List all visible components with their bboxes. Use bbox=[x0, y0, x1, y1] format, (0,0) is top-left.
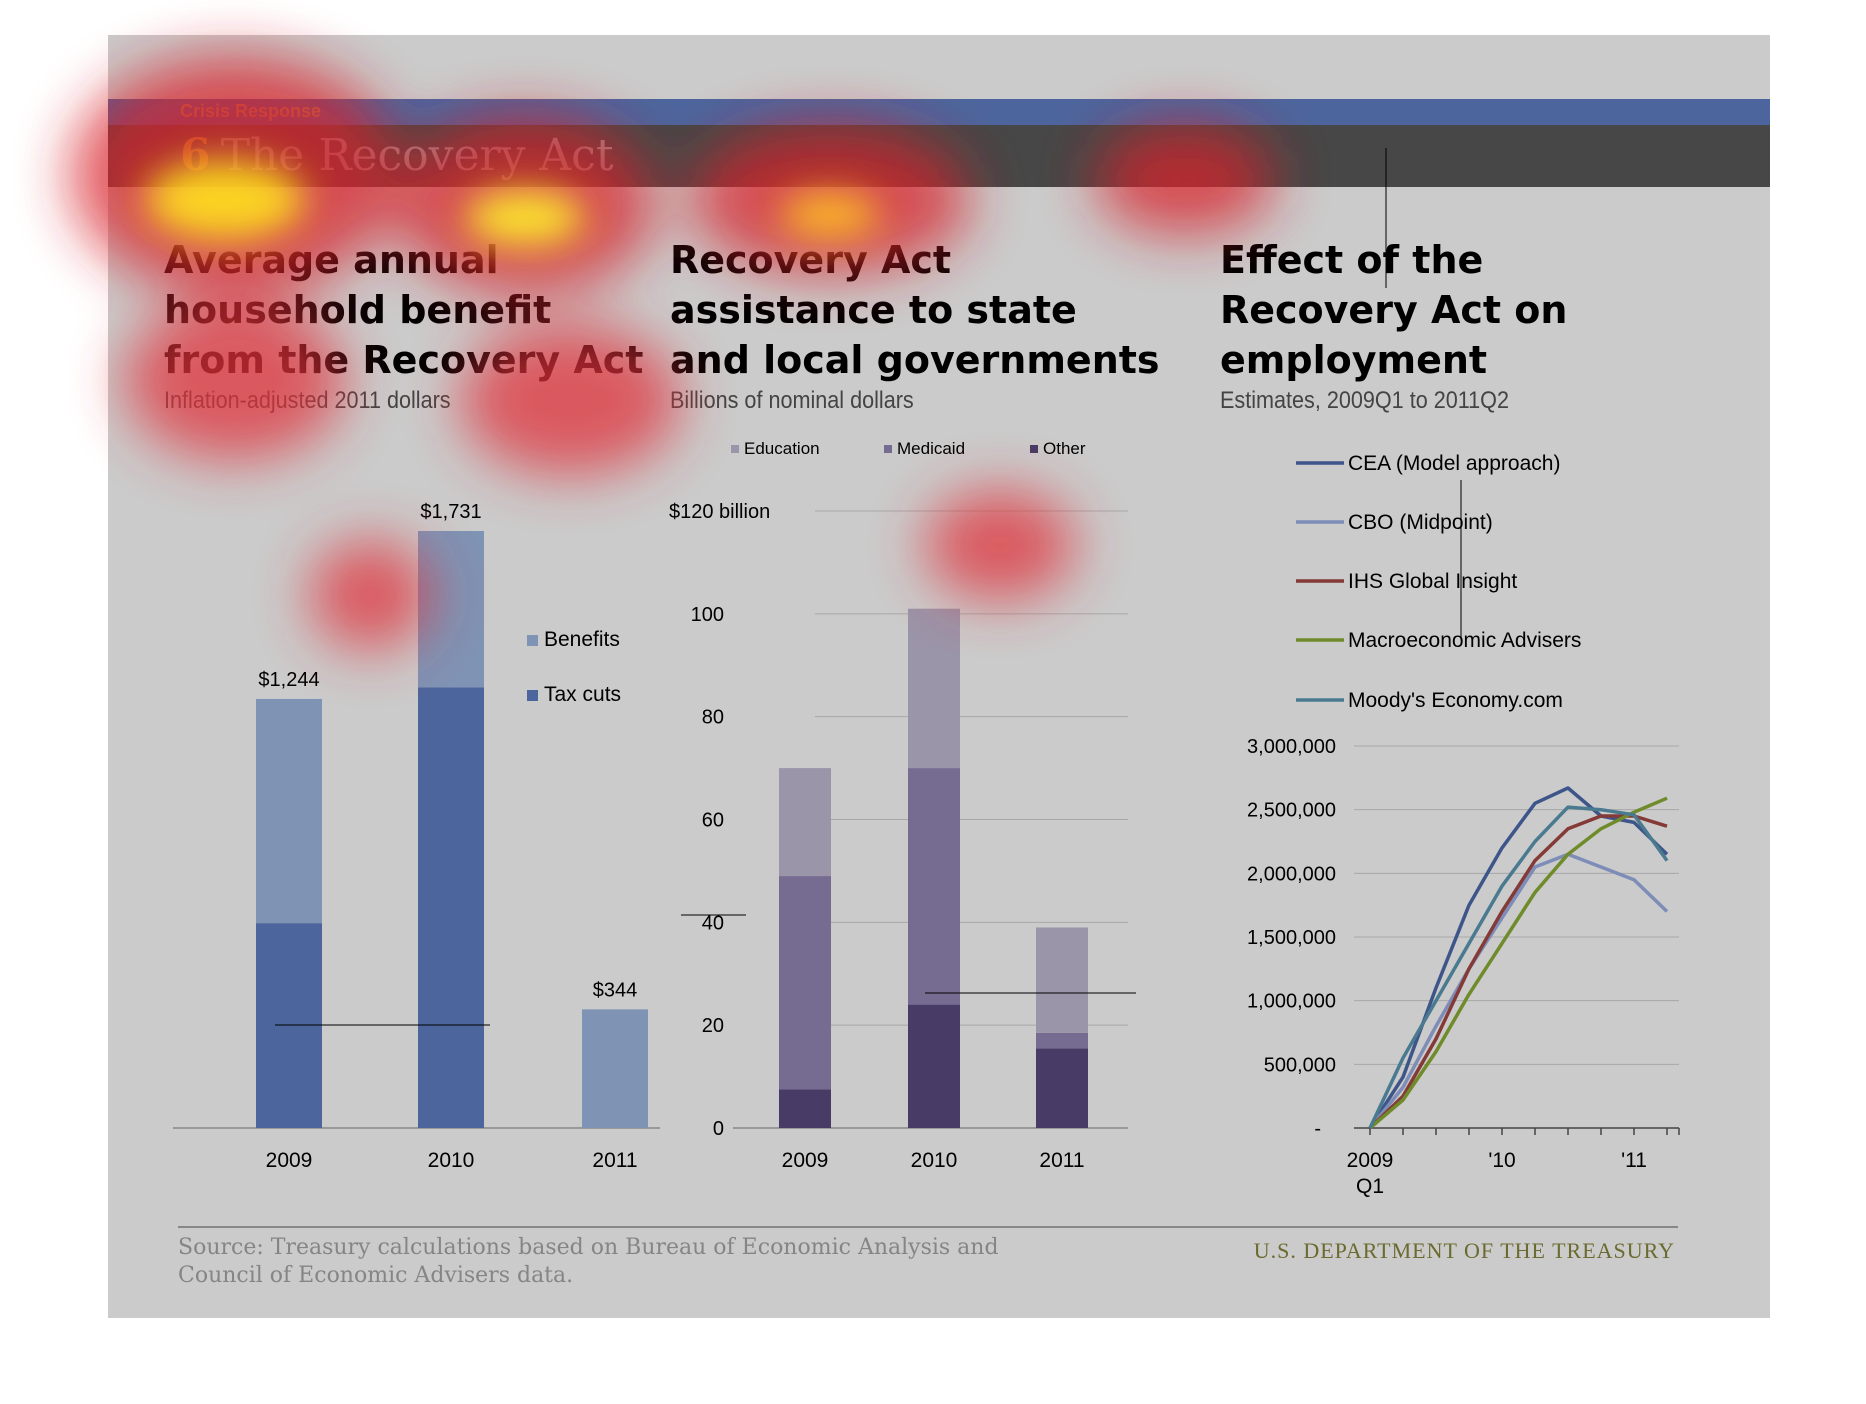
chart1-data-label: $344 bbox=[593, 979, 638, 1001]
chart2-y-tick-label: $120 billion bbox=[669, 501, 770, 523]
chart1-bar-tax-cuts bbox=[418, 687, 484, 1128]
chart2-legend-swatch bbox=[884, 445, 892, 453]
chart1-x-tick-label: 2010 bbox=[428, 1149, 475, 1172]
footer-rule bbox=[178, 1226, 1678, 1228]
chart2-x-tick-label: 2010 bbox=[911, 1149, 958, 1172]
panel-2-subtitle: Billions of nominal dollars bbox=[670, 387, 914, 414]
panel-2-title-line: and local governments bbox=[670, 338, 1160, 382]
chart3-legend-label: Macroeconomic Advisers bbox=[1348, 629, 1581, 652]
panel-3-title-line: employment bbox=[1220, 338, 1488, 382]
chart2-bar-other bbox=[779, 1089, 831, 1128]
charts-canvas: $1,244 2009 $1,731 2010 $344 2011 Benefits Tax … bbox=[173, 148, 1680, 1198]
chart3-y-tick-label: - bbox=[1314, 1118, 1321, 1140]
chart2-bar-education bbox=[1036, 927, 1088, 1033]
chart3-legend-label: Moody's Economy.com bbox=[1348, 689, 1563, 712]
chart3-series-line bbox=[1368, 814, 1668, 1130]
chart2-y-tick-label: 80 bbox=[702, 707, 724, 729]
chart2-bar-medicaid bbox=[1036, 1032, 1088, 1049]
chart3-series-line bbox=[1368, 805, 1669, 1129]
chart3-x-tick-label: 2009 bbox=[1347, 1149, 1394, 1172]
chart2-bar-medicaid bbox=[779, 876, 831, 1090]
chart2-y-tick-label: 60 bbox=[702, 810, 724, 832]
chart2-bar-medicaid bbox=[908, 768, 960, 1005]
chart1-bar-benefits bbox=[418, 531, 484, 688]
chart2-bar-education bbox=[779, 768, 831, 877]
chart2-y-tick-label: 40 bbox=[702, 912, 724, 934]
chart3-series-line bbox=[1368, 796, 1668, 1130]
chart1-legend-label: Benefits bbox=[544, 628, 620, 651]
panel-3-title: Effect of the Recovery Act on employment bbox=[1220, 235, 1567, 385]
panel-3-subtitle: Estimates, 2009Q1 to 2011Q2 bbox=[1220, 387, 1509, 414]
chart1-data-label: $1,244 bbox=[258, 669, 319, 691]
chart2-legend-label: Education bbox=[744, 439, 820, 458]
chart3-series-line bbox=[1368, 852, 1669, 1130]
chart2-bar-education bbox=[908, 608, 960, 769]
chart2-legend-swatch bbox=[1030, 445, 1038, 453]
panel-2-title-line: assistance to state bbox=[670, 288, 1077, 332]
chart1-x-tick-label: 2011 bbox=[592, 1149, 637, 1172]
chart3-y-tick-label: 2,500,000 bbox=[1247, 800, 1336, 822]
source-note: Source: Treasury calculations based on B… bbox=[178, 1235, 999, 1288]
chart2-y-tick-label: 100 bbox=[691, 604, 724, 626]
chart2-legend-label: Medicaid bbox=[897, 439, 965, 458]
chart3-y-tick-label: 2,000,000 bbox=[1247, 863, 1336, 885]
chart1-data-label: $1,731 bbox=[420, 501, 481, 523]
chart2-y-tick-label: 0 bbox=[713, 1118, 724, 1140]
agency-logotype: U.S. DEPARTMENT OF THE TREASURY bbox=[1253, 1238, 1675, 1263]
chart2-y-tick-label: 20 bbox=[702, 1015, 724, 1037]
chart1-legend-swatch bbox=[527, 635, 538, 646]
panel-3-title-line: Recovery Act on bbox=[1220, 288, 1568, 332]
chart2-x-tick-label: 2009 bbox=[782, 1149, 829, 1172]
chart3-legend-label: CEA (Model approach) bbox=[1348, 452, 1560, 475]
chart1-bar-benefits bbox=[256, 698, 322, 924]
chart2-bar-other bbox=[908, 1004, 960, 1128]
chart2-bar-other bbox=[1036, 1048, 1088, 1128]
chart3-x-tick-sublabel: Q1 bbox=[1356, 1175, 1384, 1198]
chart3-legend-label: CBO (Midpoint) bbox=[1348, 511, 1493, 534]
chart3-y-tick-label: 1,000,000 bbox=[1247, 991, 1336, 1013]
chart3-y-tick-label: 3,000,000 bbox=[1247, 736, 1336, 758]
chart1-bar-benefits bbox=[582, 1009, 648, 1128]
chart3-x-tick-label: '10 bbox=[1488, 1149, 1515, 1172]
chart2-legend-label: Other bbox=[1043, 439, 1086, 458]
chart1-legend-swatch bbox=[527, 690, 538, 701]
chart3-y-tick-label: 1,500,000 bbox=[1247, 927, 1336, 949]
chart1-legend-label: Tax cuts bbox=[544, 683, 621, 706]
chart3-x-tick-label: '11 bbox=[1621, 1149, 1647, 1172]
chart1-x-tick-label: 2009 bbox=[266, 1149, 313, 1172]
chart2-legend-swatch bbox=[731, 445, 739, 453]
chart3-y-tick-label: 500,000 bbox=[1264, 1054, 1336, 1076]
chart3-legend-label: IHS Global Insight bbox=[1348, 570, 1517, 593]
chart1-bar-tax-cuts bbox=[256, 923, 322, 1128]
panel-3-title-line: Effect of the bbox=[1220, 238, 1484, 282]
chart2-x-tick-label: 2011 bbox=[1039, 1149, 1084, 1172]
slide: Crisis Response 6 The Recovery Act Averag… bbox=[108, 35, 1770, 1318]
